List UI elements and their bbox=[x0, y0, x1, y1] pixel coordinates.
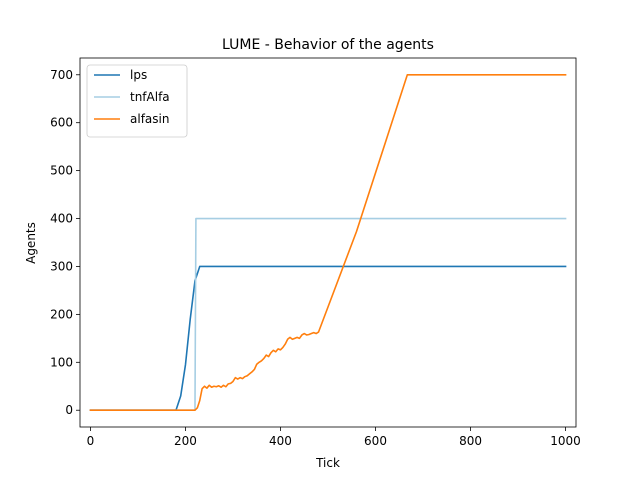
x-tick-label: 400 bbox=[269, 434, 292, 448]
legend-label-lps: lps bbox=[130, 68, 147, 82]
axes-frame bbox=[79, 57, 577, 428]
y-tick-label: 600 bbox=[50, 116, 73, 130]
y-tick-label: 700 bbox=[50, 68, 73, 82]
legend-label-alfasin: alfasin bbox=[130, 112, 169, 126]
y-tick-label: 400 bbox=[50, 212, 73, 226]
legend-label-tnfAlfa: tnfAlfa bbox=[130, 90, 170, 104]
x-tick-label: 800 bbox=[459, 434, 482, 448]
y-tick-label: 100 bbox=[50, 355, 73, 369]
y-tick-label: 500 bbox=[50, 164, 73, 178]
series-line-lps bbox=[89, 265, 567, 412]
y-tick-label: 200 bbox=[50, 307, 73, 321]
x-tick-label: 200 bbox=[174, 434, 197, 448]
x-axis-label: Tick bbox=[315, 456, 340, 470]
plot-area: 0 200 400 600 800 1000 0 100 200 300 400 500 600 700 l… bbox=[50, 57, 581, 448]
y-axis-label: Agents bbox=[24, 222, 38, 264]
x-tick-label: 0 bbox=[87, 434, 95, 448]
x-tick-label: 600 bbox=[364, 434, 387, 448]
chart-title: LUME - Behavior of the agents bbox=[222, 37, 434, 53]
x-tick-label: 1000 bbox=[550, 434, 581, 448]
y-tick-label: 300 bbox=[50, 259, 73, 273]
y-tick-label: 0 bbox=[65, 403, 73, 417]
series-line-alfasin bbox=[89, 73, 567, 412]
